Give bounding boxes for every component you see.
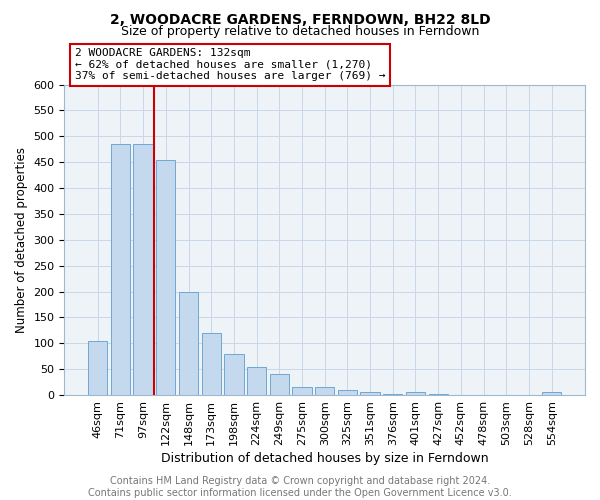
Bar (361, 392, 380, 395)
Bar (247, 366, 266, 395)
Text: Contains HM Land Registry data © Crown copyright and database right 2024.
Contai: Contains HM Land Registry data © Crown c… (88, 476, 512, 498)
Text: Size of property relative to detached houses in Ferndown: Size of property relative to detached ho… (121, 25, 479, 38)
Bar (88, 340, 107, 395)
Bar (224, 354, 244, 395)
Bar (474, 394, 493, 395)
X-axis label: Distribution of detached houses by size in Ferndown: Distribution of detached houses by size … (161, 452, 488, 465)
Bar (111, 144, 130, 395)
Bar (315, 388, 334, 395)
Bar (520, 394, 539, 395)
Text: 2, WOODACRE GARDENS, FERNDOWN, BH22 8LD: 2, WOODACRE GARDENS, FERNDOWN, BH22 8LD (110, 12, 490, 26)
Bar (179, 292, 198, 395)
Bar (133, 144, 153, 395)
Bar (383, 394, 403, 395)
Y-axis label: Number of detached properties: Number of detached properties (15, 147, 28, 333)
Text: 2 WOODACRE GARDENS: 132sqm
← 62% of detached houses are smaller (1,270)
37% of s: 2 WOODACRE GARDENS: 132sqm ← 62% of deta… (75, 48, 385, 82)
Bar (497, 394, 516, 395)
Bar (542, 392, 562, 395)
Bar (338, 390, 357, 395)
Bar (292, 388, 311, 395)
Bar (451, 394, 470, 395)
Bar (428, 394, 448, 395)
Bar (156, 160, 175, 395)
Bar (269, 374, 289, 395)
Bar (406, 392, 425, 395)
Bar (202, 333, 221, 395)
